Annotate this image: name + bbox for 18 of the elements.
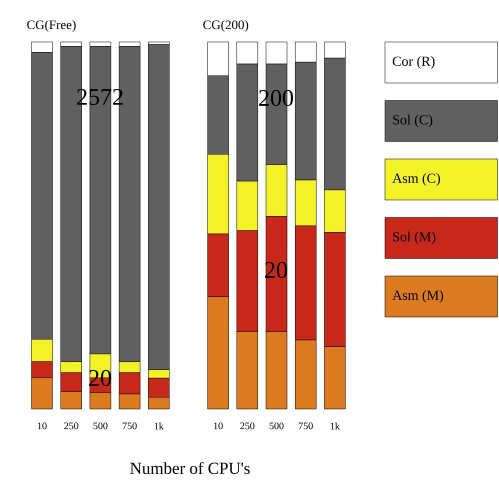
x-tick-label: 10 bbox=[38, 422, 47, 430]
x-tick-label: 500 bbox=[270, 422, 284, 430]
x-tick-label: 250 bbox=[64, 422, 78, 430]
x-axis-title: Number of CPU's bbox=[130, 462, 250, 474]
chart-title: CG(Free) bbox=[27, 20, 76, 32]
x-tick-label: 250 bbox=[240, 422, 254, 430]
x-tick-label: 750 bbox=[122, 422, 137, 430]
text: Sol (C) bbox=[393, 114, 432, 128]
text: Asm (M) bbox=[392, 290, 444, 303]
chart-title: CG(200) bbox=[203, 20, 248, 32]
text: Sol (M) bbox=[393, 232, 436, 244]
x-tick-label: 10 bbox=[214, 422, 223, 430]
text: Cor (R) bbox=[392, 56, 435, 69]
text: Asm (C) bbox=[392, 173, 440, 186]
x-tick-label: 750 bbox=[298, 422, 313, 430]
x-tick-label: 500 bbox=[94, 422, 108, 430]
x-tick-label: 1k bbox=[330, 422, 340, 430]
x-tick-label: 1k bbox=[154, 422, 164, 430]
